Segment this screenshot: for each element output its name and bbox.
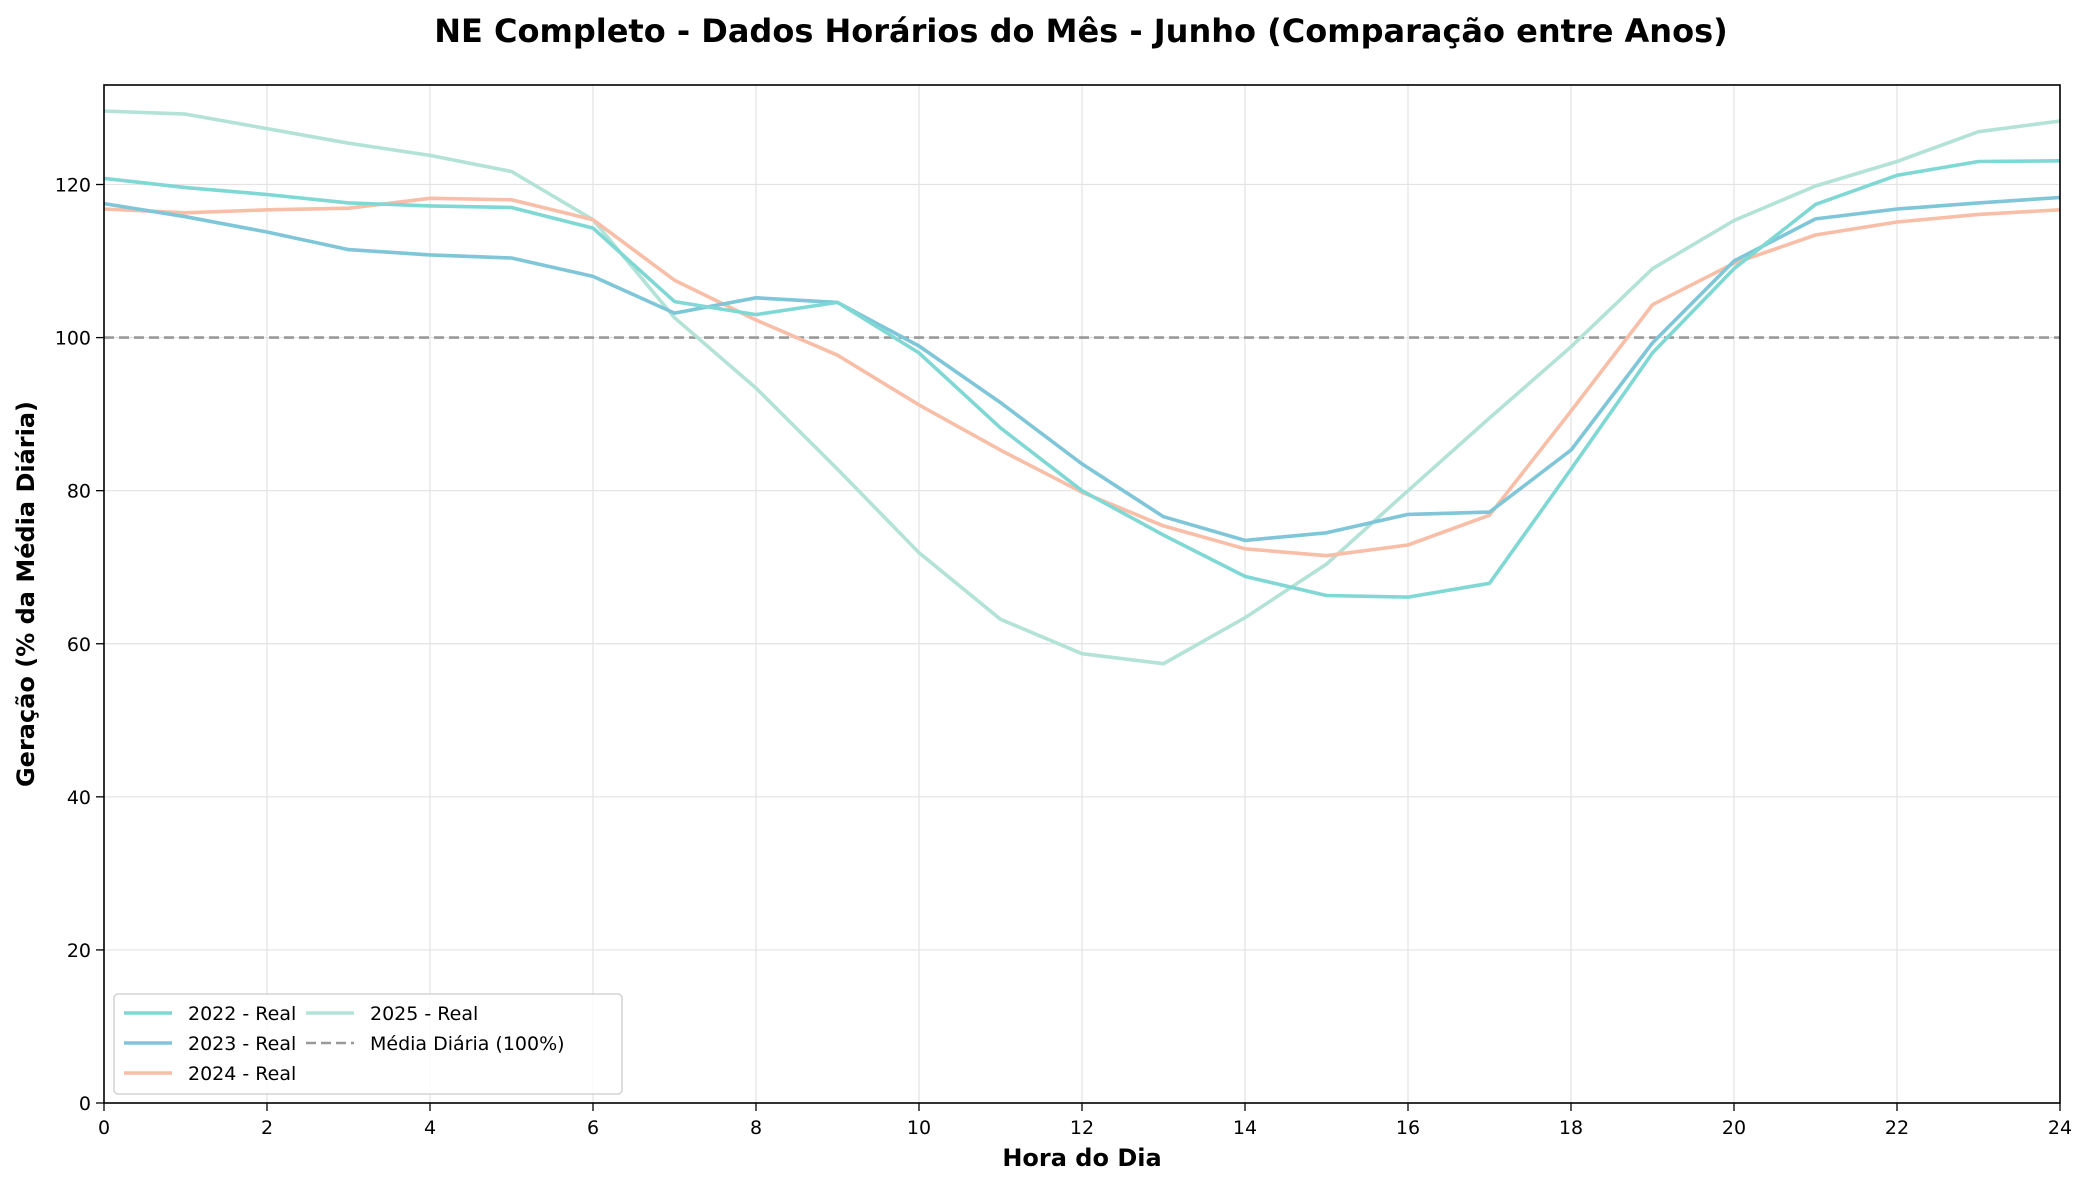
y-tick-label: 100: [55, 328, 91, 350]
legend-label: 2025 - Real: [370, 1003, 478, 1025]
x-tick-label: 4: [424, 1117, 436, 1139]
chart-title: NE Completo - Dados Horários do Mês - Ju…: [434, 12, 1727, 50]
x-tick-label: 20: [1722, 1117, 1746, 1139]
y-tick-label: 120: [55, 175, 91, 197]
x-tick-label: 14: [1233, 1117, 1257, 1139]
x-tick-label: 12: [1070, 1117, 1094, 1139]
x-tick-label: 2: [261, 1117, 273, 1139]
series-line: [103, 159, 2061, 599]
legend-box: [113, 993, 623, 1095]
y-tick-label: 80: [67, 481, 91, 503]
legend-label: 2023 - Real: [188, 1033, 296, 1055]
x-axis-label: Hora do Dia: [1002, 1144, 1161, 1172]
y-axis-label: Geração (% da Média Diária): [12, 401, 40, 787]
y-tick-label: 40: [67, 787, 91, 809]
series-layer: [103, 109, 2061, 666]
x-tick-label: 22: [1885, 1117, 1909, 1139]
x-tick-label: 24: [2048, 1117, 2072, 1139]
x-tick-label: 0: [98, 1117, 110, 1139]
legend-label: 2024 - Real: [188, 1063, 296, 1085]
x-tick-label: 10: [907, 1117, 931, 1139]
y-tick-label: 60: [67, 634, 91, 656]
y-tick-label: 0: [79, 1093, 91, 1115]
x-tick-label: 6: [587, 1117, 599, 1139]
series-line: [103, 195, 2061, 543]
y-tick-label: 20: [67, 940, 91, 962]
x-tick-label: 16: [1396, 1117, 1420, 1139]
x-tick-label: 8: [750, 1117, 762, 1139]
grid-lines: [103, 85, 2061, 1104]
legend-label: 2022 - Real: [188, 1003, 296, 1025]
legend: 2022 - Real 2023 - Real 2024 - Real 2025 - …: [113, 993, 623, 1095]
series-line: [103, 109, 2061, 666]
x-tick-label: 18: [1559, 1117, 1583, 1139]
legend-label: Média Diária (100%): [370, 1033, 565, 1055]
